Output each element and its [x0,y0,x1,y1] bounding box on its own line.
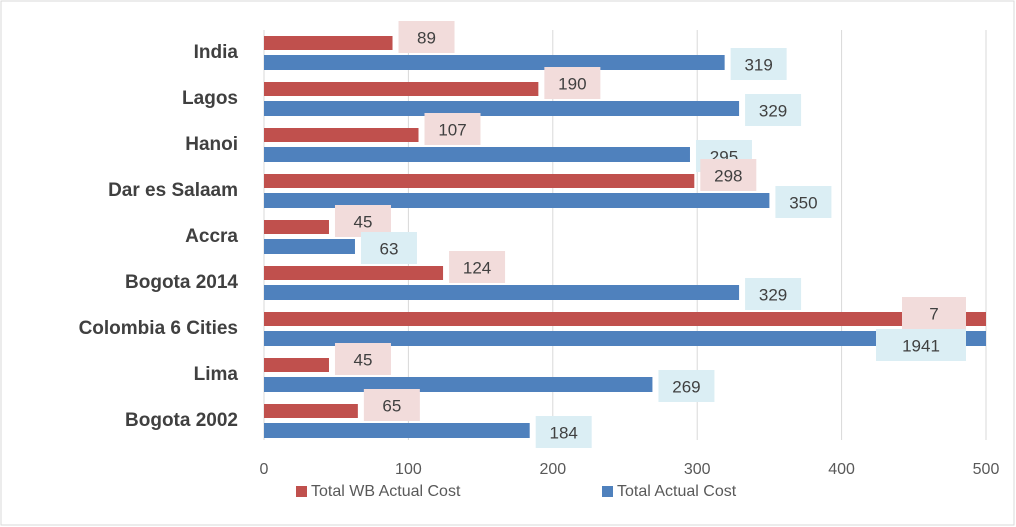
data-label: 298 [714,166,742,185]
data-label-box [535,416,592,448]
category-label: Lima [194,364,239,385]
data-label-box [700,159,757,191]
data-label-box [449,251,506,283]
data-label: 1941 [902,336,940,355]
bar [264,266,444,280]
data-label-box [876,329,966,361]
x-tick-label: 500 [973,461,1000,478]
bar [264,55,725,70]
x-tick-label: 100 [395,461,422,478]
category-label: Bogota 2014 [125,272,238,293]
bar [264,128,419,142]
legend-swatch [296,486,307,497]
data-label: 124 [463,258,491,277]
data-label-box [334,343,391,375]
x-tick-label: 200 [539,461,566,478]
bar [264,101,740,116]
category-label: Hanoi [185,134,238,155]
bar [264,36,393,50]
data-label-box [360,232,417,264]
bar [264,285,740,300]
data-label: 319 [744,55,772,74]
data-label-box [745,278,802,310]
legend-label: Total WB Actual Cost [311,483,461,500]
category-label: Dar es Salaam [108,180,238,201]
legend-label: Total Actual Cost [617,483,737,500]
data-label: 65 [382,396,401,415]
data-label: 190 [558,74,586,93]
bar [264,82,539,96]
bar [264,193,770,208]
bar [264,174,695,188]
category-label: Colombia 6 Cities [79,318,238,339]
data-label: 45 [354,350,373,369]
data-label: 184 [550,423,578,442]
bar [264,404,358,418]
bar [264,239,355,254]
legend-swatch [602,486,613,497]
x-tick-label: 400 [828,461,855,478]
bar [264,147,690,162]
bar [264,331,986,346]
category-label: Accra [185,226,238,247]
data-label-box [544,67,601,99]
data-label-box [730,48,787,80]
data-label: 7 [929,304,938,323]
data-label: 269 [672,377,700,396]
data-label: 63 [380,239,399,258]
bar [264,358,329,372]
x-tick-label: 300 [684,461,711,478]
data-label-box [424,113,481,145]
data-label-box [775,186,832,218]
bar [264,377,653,392]
category-label: Lagos [182,88,238,109]
data-label-box [658,370,715,402]
data-label-box [902,297,966,329]
data-label: 329 [759,285,787,304]
data-label: 45 [354,212,373,231]
data-label-box [398,21,455,53]
data-label-box [363,389,420,421]
category-label: India [194,42,239,63]
data-label-box [745,94,802,126]
bar [264,312,986,326]
bar [264,423,530,438]
x-tick-label: 0 [260,461,269,478]
data-label: 89 [417,28,436,47]
bar [264,220,329,234]
data-label: 350 [789,193,817,212]
data-label: 329 [759,101,787,120]
data-label: 107 [438,120,466,139]
category-label: Bogota 2002 [125,410,238,431]
data-label-box [334,205,391,237]
